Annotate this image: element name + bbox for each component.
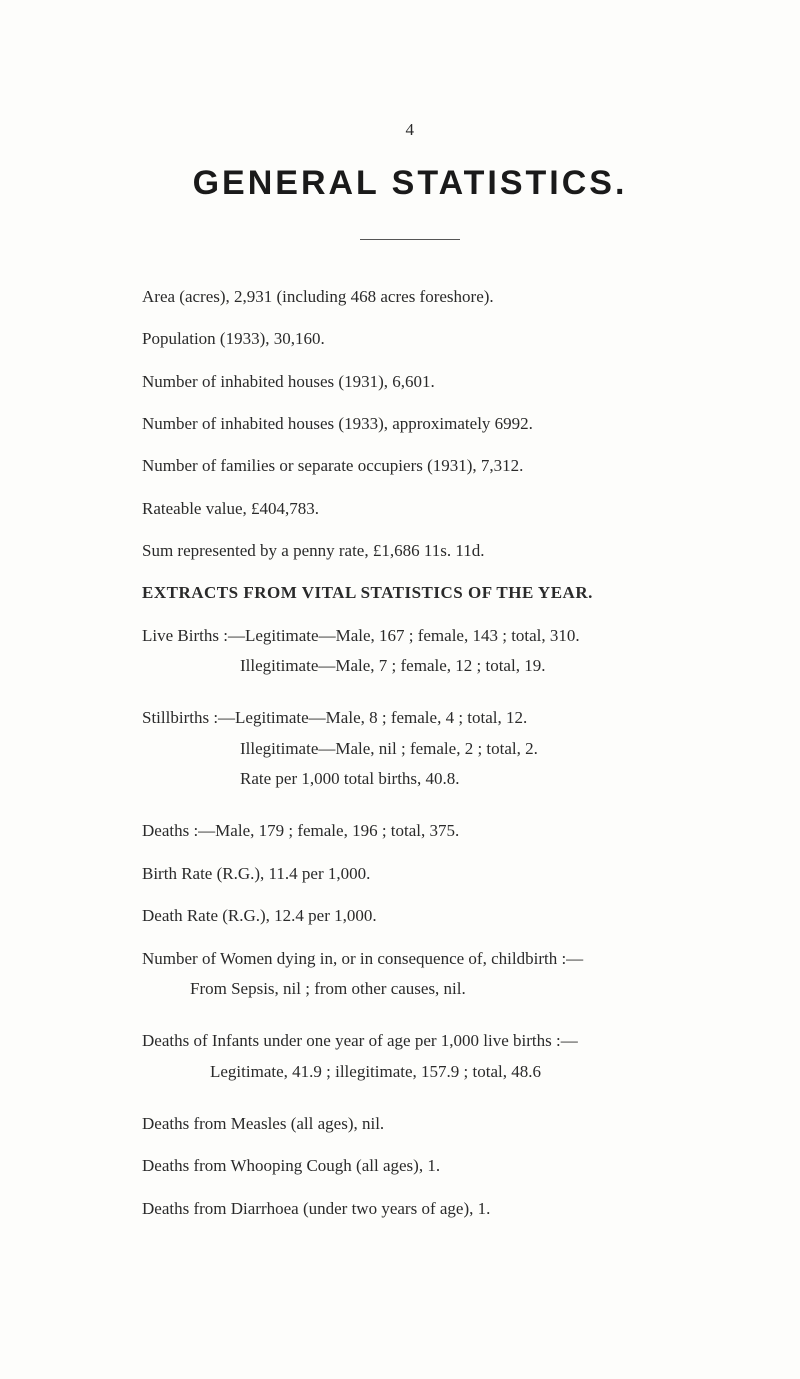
paragraph: Sum represented by a penny rate, £1,686 … [110,538,710,564]
paragraph: Deaths from Measles (all ages), nil. [110,1111,710,1137]
paragraph: Rateable value, £404,783. [110,496,710,522]
paragraph: Area (acres), 2,931 (including 468 acres… [110,284,710,310]
paragraph: Number of inhabited houses (1933), appro… [110,411,710,437]
paragraph: Deaths from Diarrhoea (under two years o… [110,1196,710,1222]
paragraph-continuation: Illegitimate—Male, 7 ; female, 12 ; tota… [110,653,710,679]
paragraph: Death Rate (R.G.), 12.4 per 1,000. [110,903,710,929]
paragraph-continuation: Rate per 1,000 total births, 40.8. [110,766,710,792]
paragraph: Deaths :—Male, 179 ; female, 196 ; total… [110,818,710,844]
paragraph: Population (1933), 30,160. [110,326,710,352]
paragraph-continuation: From Sepsis, nil ; from other causes, ni… [110,976,710,1002]
paragraph: Number of families or separate occupiers… [110,453,710,479]
paragraph: Deaths of Infants under one year of age … [110,1028,710,1054]
document-page: 4 GENERAL STATISTICS. Area (acres), 2,93… [0,0,800,1379]
page-title: GENERAL STATISTICS. [110,164,710,203]
section-heading: EXTRACTS FROM VITAL STATISTICS OF THE YE… [110,580,710,606]
paragraph: Birth Rate (R.G.), 11.4 per 1,000. [110,861,710,887]
paragraph: Number of Women dying in, or in conseque… [110,946,710,972]
paragraph: Number of inhabited houses (1931), 6,601… [110,369,710,395]
page-number: 4 [110,120,710,140]
paragraph: Stillbirths :—Legitimate—Male, 8 ; femal… [110,705,710,731]
paragraph-continuation: Illegitimate—Male, nil ; female, 2 ; tot… [110,736,710,762]
paragraph: Deaths from Whooping Cough (all ages), 1… [110,1153,710,1179]
body-text: Area (acres), 2,931 (including 468 acres… [110,284,710,1222]
paragraph: Live Births :—Legitimate—Male, 167 ; fem… [110,623,710,649]
paragraph-continuation: Legitimate, 41.9 ; illegitimate, 157.9 ;… [110,1059,710,1085]
title-rule [360,239,460,240]
